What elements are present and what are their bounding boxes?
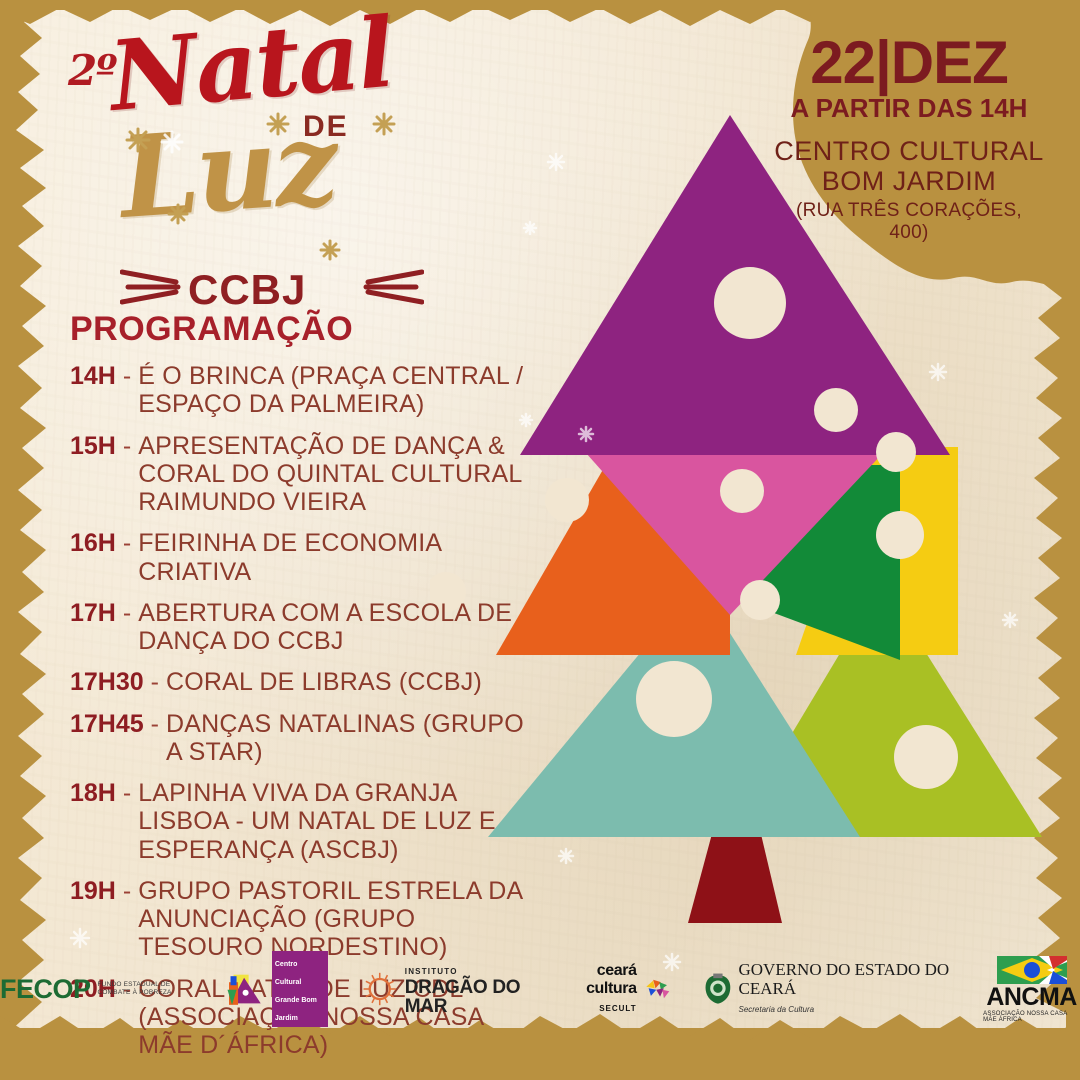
- event-start-time: A PARTIR DAS 14H: [790, 93, 1028, 123]
- program-item: 17H - ABERTURA COM A ESCOLA DE DANÇA DO CC…: [70, 599, 540, 656]
- event-month: DEZ: [890, 29, 1009, 96]
- program-item-text: APRESENTAÇÃO DE DANÇA & CORAL DO QUINTAL…: [138, 431, 522, 517]
- ancma-subtitle: ASSOCIAÇÃO NOSSA CASA MÃE ÁFRICA: [983, 1010, 1068, 1023]
- program-item: 17H30- CORAL DE LIBRAS (CCBJ): [70, 668, 540, 696]
- program-list: 14H - É O BRINCA (PRAÇA CENTRAL / ESPAÇO D…: [70, 362, 540, 1072]
- program-item-text: FEIRINHA DE ECONOMIA CRIATIVA: [138, 529, 441, 586]
- ccbj-title: Centro Cultural: [274, 961, 302, 986]
- tree-ornament: [894, 725, 958, 789]
- program-item-text: CORAL DE LIBRAS (CCBJ): [166, 668, 483, 697]
- logo-ancma: ANCMA ASSOCIAÇÃO NOSSA CASA MÃE ÁFRICA: [983, 955, 1080, 1023]
- governo-title: GOVERNO DO ESTADO DO CEARÁ: [738, 960, 950, 998]
- program-item: 19H - GRUPO PASTORIL ESTRELA DA ANUNCIAÇÃO…: [70, 877, 540, 962]
- tree-ornament: [876, 511, 924, 559]
- venue-line-2: BOM JARDIM: [821, 166, 997, 197]
- program-heading: PROGRAMAÇÃO: [70, 310, 354, 348]
- tree-ornament: [876, 432, 916, 472]
- fecop-subtitle: FUNDO ESTADUAL DE COMBATE À POBREZA: [97, 980, 172, 996]
- governo-subtitle: Secretaria da Cultura: [738, 1005, 815, 1014]
- ancma-title: ANCMA: [986, 982, 1077, 1011]
- program-item-text: LAPINHA VIVA DA GRANJA LISBOA - UM NATAL…: [138, 779, 496, 864]
- logo-dragao-do-mar: INSTITUTO DRAGÃO DO MAR: [362, 961, 530, 1017]
- program-item-dash: -: [150, 668, 159, 697]
- logo-governo-ceara: GOVERNO DO ESTADO DO CEARÁ Secretaria da…: [704, 961, 950, 1017]
- event-day: 22: [810, 29, 876, 96]
- venue-line-1: CENTRO CULTURAL: [774, 136, 1044, 166]
- tree-ornament: [714, 267, 786, 339]
- logo-ccbj: Centro Cultural Grande Bom Jardim: [226, 951, 329, 1027]
- tree-ornament: [636, 661, 712, 737]
- fecop-title: FECOP: [0, 973, 91, 1004]
- program-item-text: É O BRINCA (PRAÇA CENTRAL / ESPAÇO DA PA…: [138, 362, 524, 419]
- tree-ornament: [430, 572, 466, 612]
- program-item-dash: -: [122, 529, 132, 558]
- gold-date-patch: [793, 0, 1080, 288]
- program-item: 18H - LAPINHA VIVA DA GRANJA LISBOA - UM N…: [70, 779, 540, 864]
- program-item-dash: -: [122, 362, 132, 390]
- program-item-time: 17H: [70, 598, 116, 627]
- title-ccbj: CCBJ: [188, 266, 307, 313]
- tree-ornament: [740, 580, 780, 620]
- tree-ornament: [814, 388, 858, 432]
- program-item-dash: -: [122, 974, 132, 1003]
- title-de: DE: [303, 110, 349, 143]
- tree-layer-pink: [570, 435, 900, 615]
- venue-name: CENTRO CULTURAL BOM JARDIM: [774, 136, 1044, 196]
- ray-lines-left-icon: [120, 269, 181, 305]
- program-item-time: 20H: [70, 974, 116, 1003]
- dragao-title: INSTITUTO: [404, 967, 458, 976]
- ccbj-mark-icon: [227, 974, 261, 1005]
- date-venue-block: 22|DEZ A PARTIR DAS 14H CENTRO CULTURAL …: [774, 33, 1044, 244]
- program-item: 15H - APRESENTAÇÃO DE DANÇA & CORAL DO QUI…: [70, 432, 540, 517]
- ray-lines-right-icon: [363, 269, 424, 305]
- program-item-time: 18H: [70, 779, 116, 807]
- logo-fecop: FECOP FUNDO ESTADUAL DE COMBATE À POBREZ…: [0, 974, 192, 1005]
- program-item-time: 15H: [70, 431, 116, 460]
- program-item-dash: -: [122, 598, 132, 627]
- program-item: 14H - É O BRINCA (PRAÇA CENTRAL / ESPAÇO D…: [70, 362, 540, 419]
- snowflake-decorations: [125, 112, 396, 261]
- tree-ornament: [545, 478, 589, 522]
- tree-trunk: [688, 830, 782, 923]
- sponsor-logos: FECOP FUNDO ESTADUAL DE COMBATE À POBREZ…: [0, 951, 1080, 1027]
- event-date: 22|DEZ: [774, 33, 1044, 93]
- ceara-confetti-icon: [645, 979, 669, 999]
- date-separator: |: [874, 29, 892, 96]
- title-ordinal: 2º: [68, 46, 117, 95]
- ceara-coat-of-arms-icon: [705, 973, 730, 1004]
- program-item-time: 19H: [70, 876, 116, 905]
- venue-address: (RUA TRÊS CORAÇÕES, 400): [796, 200, 1022, 244]
- title-block: 2º Natal DE Luz CCBJ: [60, 0, 490, 313]
- program-item: 16H - FEIRINHA DE ECONOMIA CRIATIVA: [70, 529, 540, 586]
- dragao-sun-icon: [363, 972, 397, 1006]
- tree-ornament: [720, 469, 764, 513]
- program-item-text: ABERTURA COM A ESCOLA DE DANÇA DO CCBJ: [138, 598, 513, 655]
- dragao-subtitle: DRAGÃO DO MAR: [404, 977, 521, 1017]
- ceara-title: ceará cultura: [586, 962, 637, 997]
- ceara-subtitle: SECULT: [599, 1004, 637, 1013]
- program-item-time: 17H30: [70, 668, 144, 697]
- program-item-dash: -: [122, 876, 132, 905]
- program-item-text: GRUPO PASTORIL ESTRELA DA ANUNCIAÇÃO (GR…: [138, 876, 523, 962]
- christmas-tree-illustration: [430, 115, 1042, 923]
- program-item: 17H45- DANÇAS NATALINAS (GRUPO A STAR): [70, 710, 540, 767]
- ancma-flag-icon: [996, 955, 1067, 984]
- program-item-text: DANÇAS NATALINAS (GRUPO A STAR): [166, 709, 524, 766]
- program-item-dash: -: [122, 431, 132, 460]
- program-item-time: 17H45: [70, 709, 144, 738]
- program-item-dash: -: [122, 779, 132, 807]
- program-item-dash: -: [150, 709, 159, 738]
- logo-ceara-cultura: ceará cultura SECULT: [564, 962, 669, 1016]
- program-item-time: 16H: [70, 529, 116, 558]
- program-item-time: 14H: [70, 362, 116, 390]
- ccbj-subtitle: Grande Bom Jardim: [274, 997, 317, 1022]
